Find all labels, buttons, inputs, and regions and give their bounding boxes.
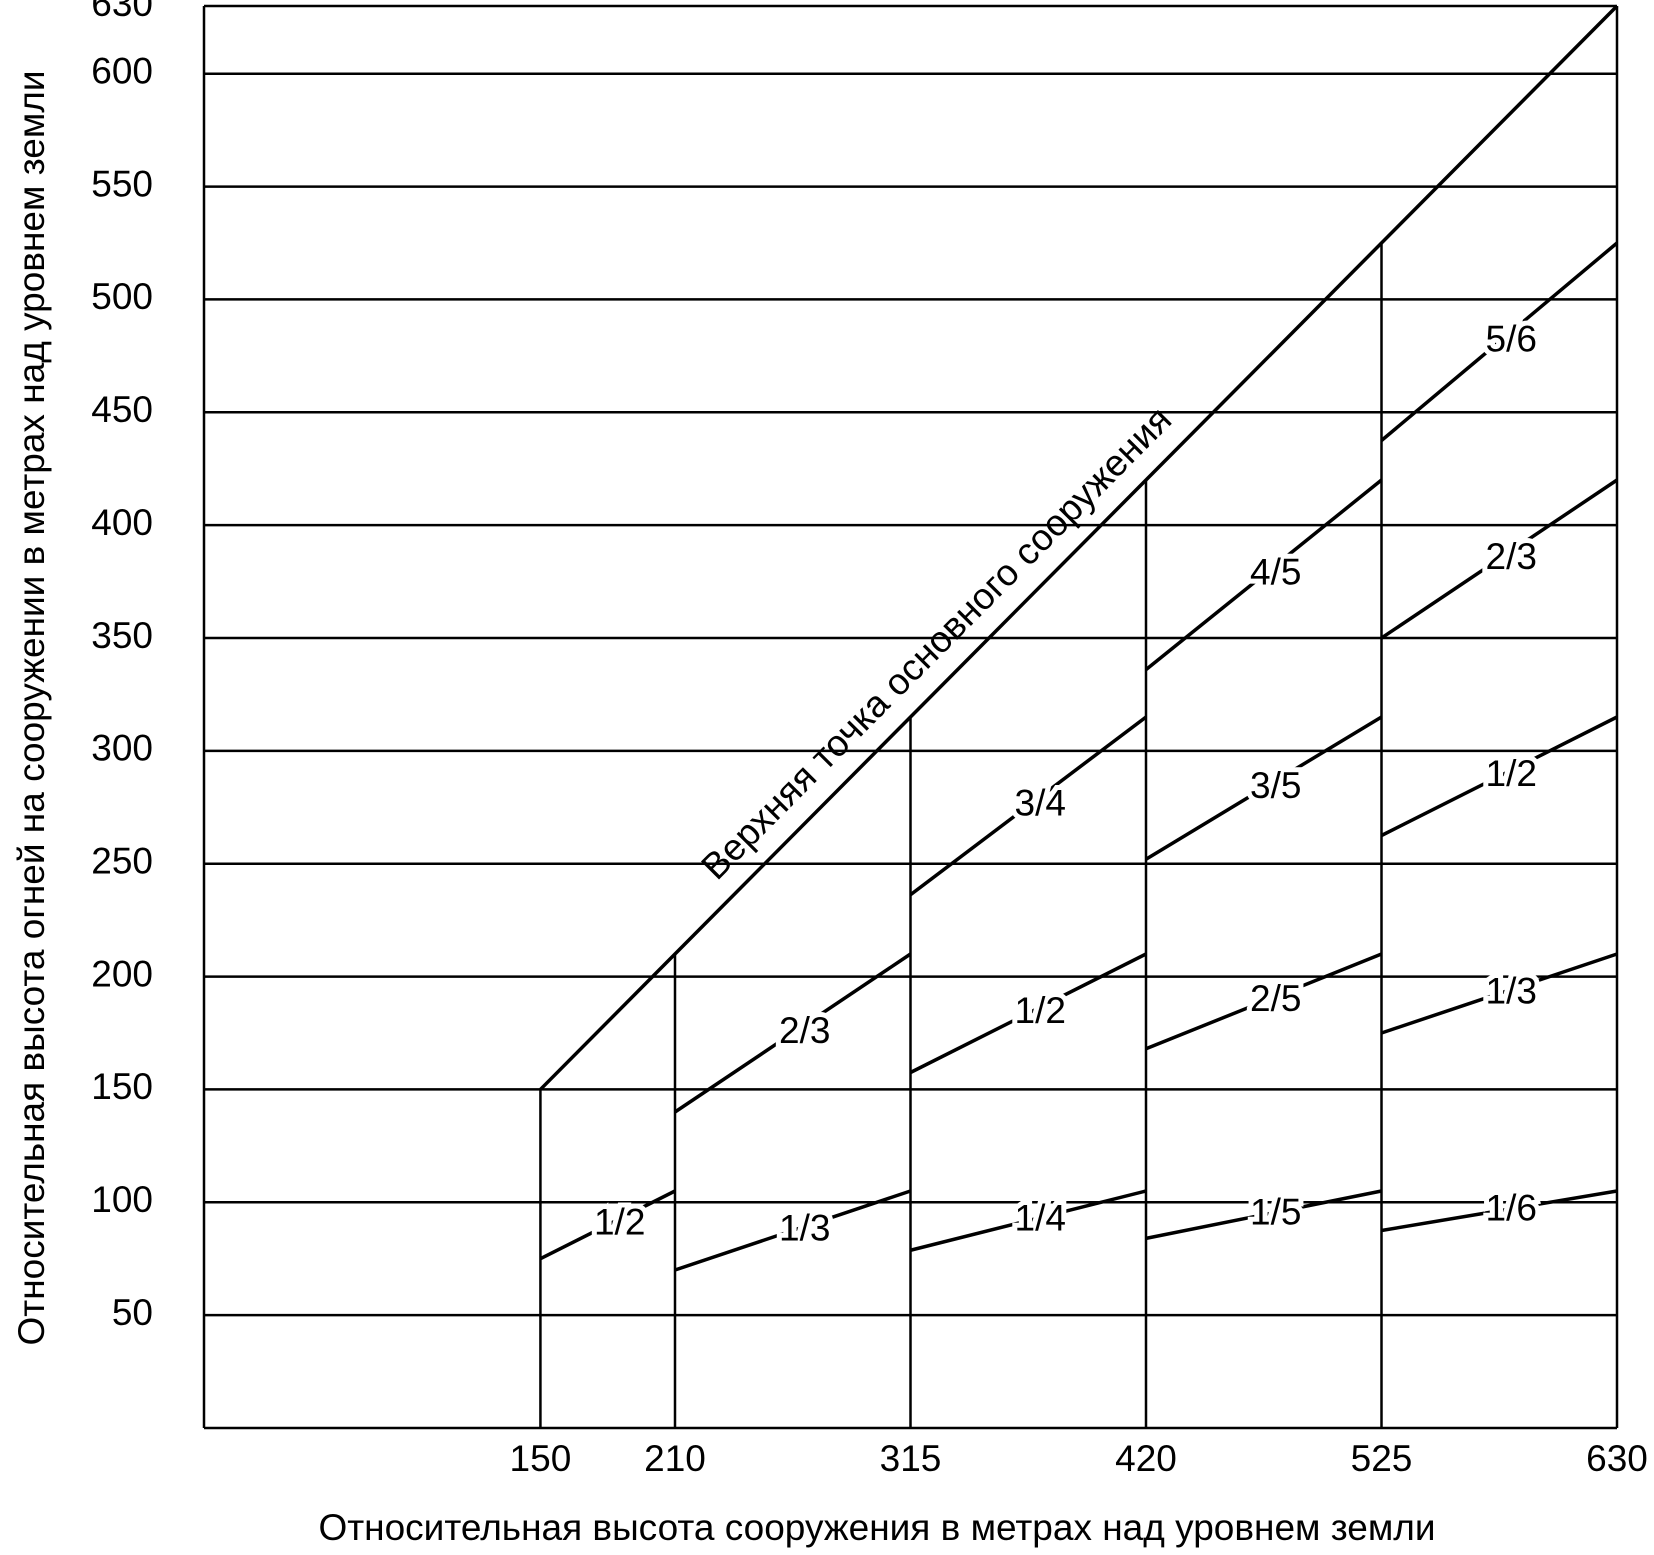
x-axis-title: Относительная высота сооружения в метрах… — [318, 1507, 1435, 1548]
y-tick-label: 100 — [91, 1179, 153, 1220]
fraction-label: 3/5 — [1250, 765, 1301, 806]
x-tick-label: 210 — [644, 1438, 706, 1479]
fraction-line — [1145, 1189, 1382, 1241]
y-tick-label: 300 — [91, 728, 153, 769]
fraction-line — [674, 952, 912, 1114]
y-tick-label: 630 — [91, 0, 153, 24]
fraction-label: 1/2 — [1015, 990, 1066, 1031]
y-tick-label: 500 — [91, 276, 153, 317]
fraction-line — [1144, 478, 1383, 671]
fraction-label: 1/3 — [779, 1207, 830, 1248]
fraction-label: 3/4 — [1015, 783, 1066, 824]
fraction-label: 2/5 — [1250, 978, 1301, 1019]
x-tick-label: 630 — [1586, 1438, 1648, 1479]
y-tick-label: 350 — [91, 615, 153, 656]
fraction-label: 2/3 — [779, 1010, 830, 1051]
fraction-line — [539, 1189, 676, 1261]
fraction-label: 1/6 — [1486, 1188, 1537, 1229]
fraction-label: 1/3 — [1486, 970, 1537, 1011]
fraction-label: 1/2 — [1486, 753, 1537, 794]
fraction-line — [1380, 715, 1618, 838]
fraction-line — [1380, 478, 1618, 640]
fraction-line — [1145, 715, 1383, 861]
x-tick-label: 420 — [1115, 1438, 1177, 1479]
fraction-line — [1380, 241, 1619, 442]
main-line — [539, 4, 1619, 1091]
y-axis-title: Относительная высота огней на сооружении… — [11, 70, 52, 1345]
fraction-line — [1380, 952, 1618, 1035]
fraction-label: 1/5 — [1250, 1191, 1301, 1232]
x-tick-label: 525 — [1351, 1438, 1413, 1479]
y-tick-label: 550 — [91, 163, 153, 204]
fraction-label: 1/4 — [1015, 1197, 1066, 1238]
x-tick-label: 150 — [510, 1438, 572, 1479]
main-line-label: Верхняя точка основного сооружения — [693, 399, 1179, 888]
y-tick-label: 450 — [91, 389, 153, 430]
y-tick-label: 50 — [112, 1292, 153, 1333]
fraction-label: 4/5 — [1250, 552, 1301, 593]
fraction-line — [1145, 952, 1383, 1051]
y-tick-label: 400 — [91, 502, 153, 543]
fraction-line — [909, 715, 1148, 897]
fraction-label: 5/6 — [1486, 319, 1537, 360]
fraction-line — [674, 1189, 912, 1272]
y-tick-label: 250 — [91, 840, 153, 881]
y-tick-label: 600 — [91, 50, 153, 91]
y-tick-label: 150 — [91, 1066, 153, 1107]
fraction-line — [909, 952, 1147, 1075]
fraction-line — [1381, 1189, 1618, 1233]
fraction-label: 1/2 — [594, 1202, 645, 1243]
y-tick-label: 200 — [91, 953, 153, 994]
fraction-line — [910, 1189, 1147, 1252]
x-tick-label: 315 — [880, 1438, 942, 1479]
fraction-label: 2/3 — [1486, 536, 1537, 577]
